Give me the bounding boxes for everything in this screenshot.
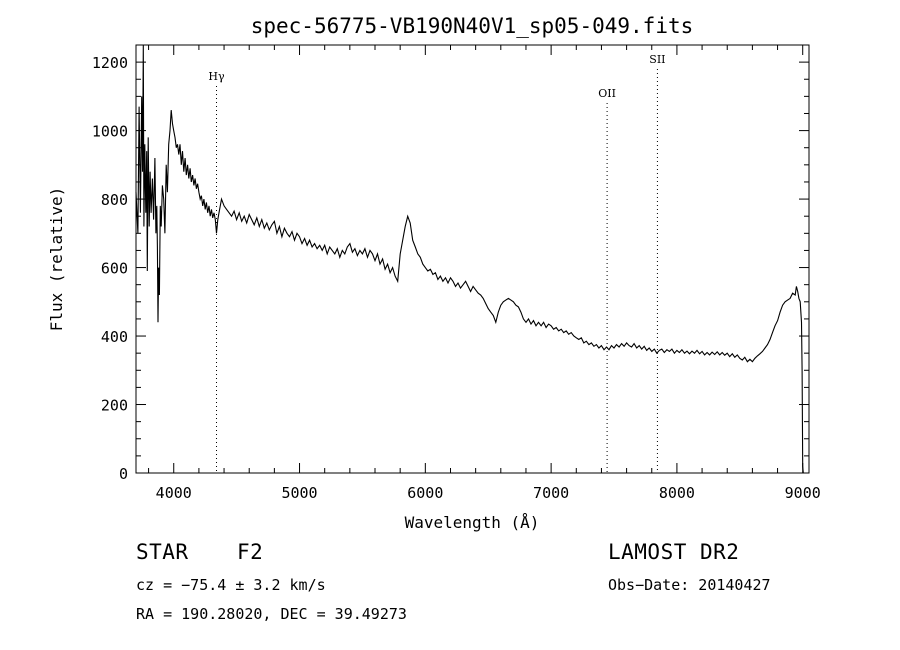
observation-date: Obs−Date: 20140427 bbox=[608, 576, 771, 594]
redshift-velocity: cz = −75.4 ± 3.2 km/s bbox=[136, 576, 326, 594]
axis-ticks bbox=[136, 44, 809, 474]
y-tick-label: 600 bbox=[101, 260, 128, 278]
y-tick-label: 0 bbox=[119, 465, 128, 483]
x-tick-label: 9000 bbox=[785, 484, 821, 502]
spectral-line-markers: Hγ OII SII bbox=[208, 53, 666, 473]
x-tick-label: 5000 bbox=[281, 484, 317, 502]
spectral-line-label: SII bbox=[649, 53, 665, 66]
y-tick-label: 1000 bbox=[92, 123, 128, 141]
y-tick-label: 400 bbox=[101, 328, 128, 346]
subclass: F2 bbox=[237, 540, 264, 564]
y-tick-label: 200 bbox=[101, 397, 128, 415]
spectrum-line bbox=[135, 44, 804, 474]
y-axis-label: Flux (relative) bbox=[47, 187, 66, 332]
object-type: STAR bbox=[136, 540, 189, 564]
x-tick-label: 6000 bbox=[407, 484, 443, 502]
y-tick-label: 800 bbox=[101, 191, 128, 209]
x-tick-label: 4000 bbox=[156, 484, 192, 502]
spectral-line-label: OII bbox=[598, 87, 616, 100]
survey-name: LAMOST DR2 bbox=[608, 540, 740, 564]
y-tick-label: 1200 bbox=[92, 54, 128, 72]
spectral-line-label: Hγ bbox=[208, 70, 225, 83]
plot-frame bbox=[135, 44, 810, 474]
tick-labels: 4000 5000 6000 7000 8000 9000 0 200 400 600 800 100… bbox=[92, 54, 821, 502]
x-tick-label: 8000 bbox=[659, 484, 695, 502]
x-tick-label: 7000 bbox=[533, 484, 569, 502]
coordinates: RA = 190.28020, DEC = 39.49273 bbox=[136, 605, 407, 623]
x-axis-label: Wavelength (Å) bbox=[405, 513, 540, 532]
chart-title: spec-56775-VB190N40V1_sp05-049.fits bbox=[251, 14, 694, 38]
